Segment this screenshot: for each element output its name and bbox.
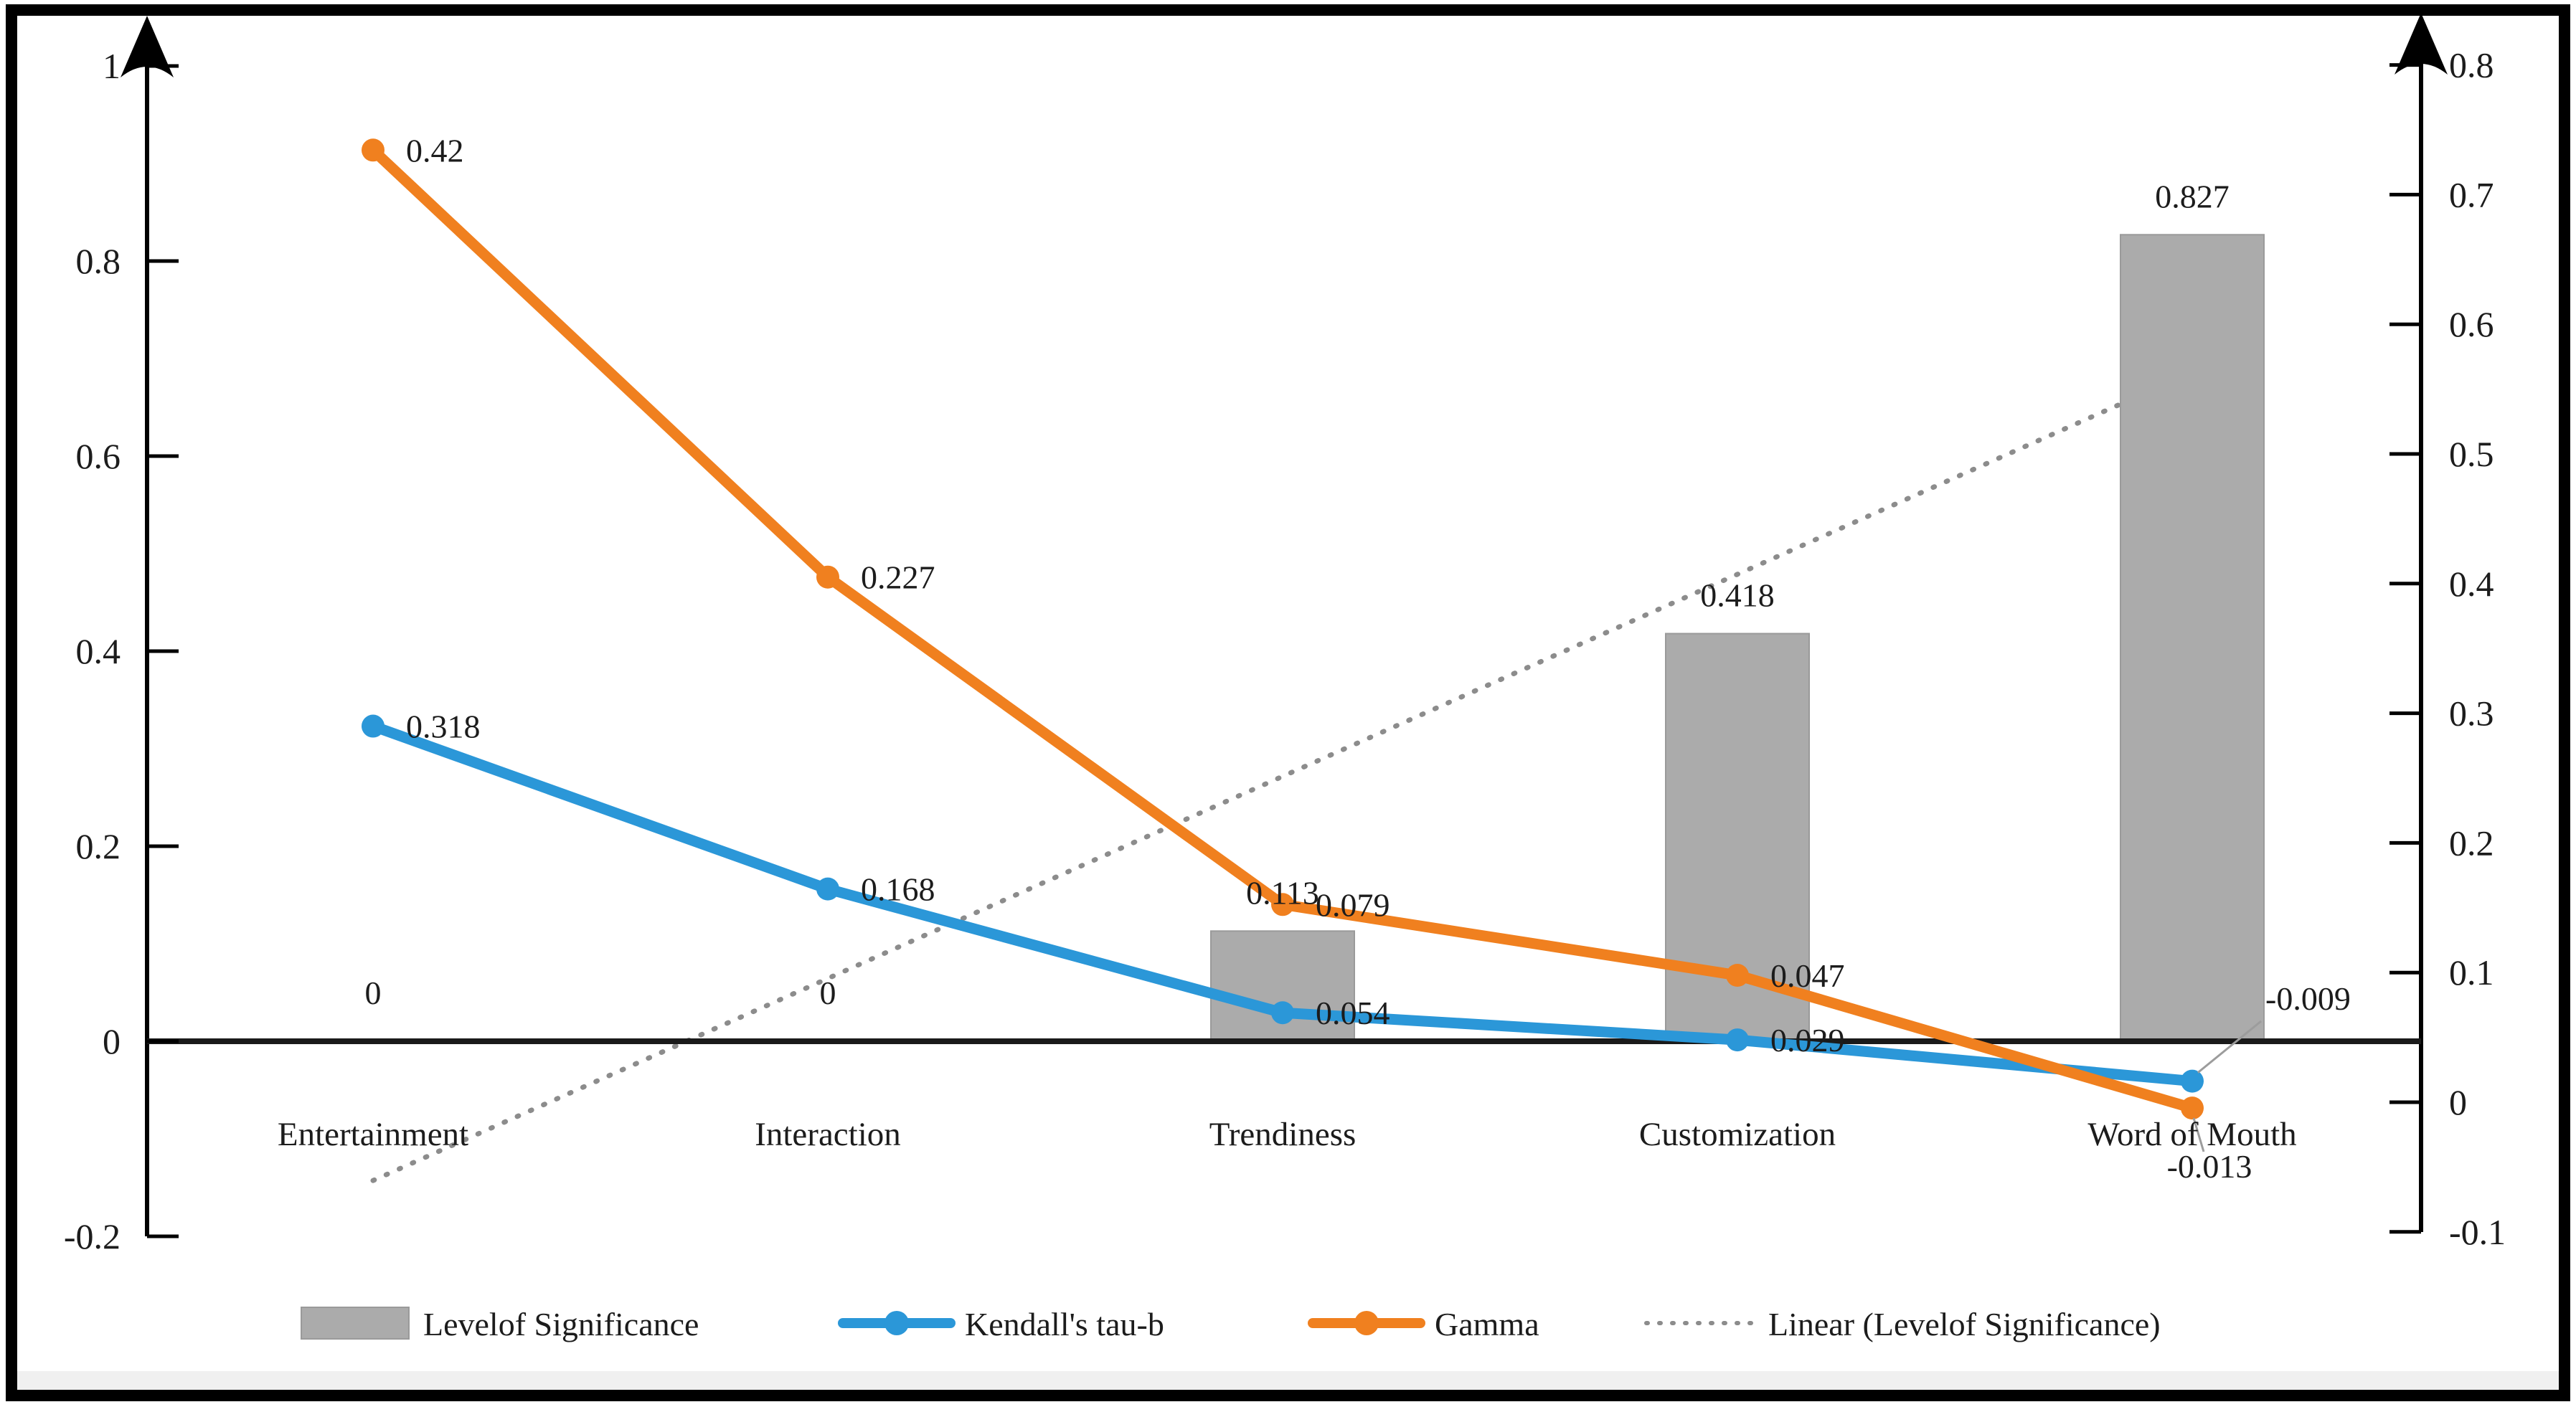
gamma-value-label: 0.079 [1316,886,1390,923]
gamma-point [1726,964,1749,987]
left-axis-tick-label: 1 [103,46,121,86]
category-label: Trendiness [1209,1116,1357,1153]
right-axis-tick-label: 0 [2449,1082,2467,1122]
kendall-point [362,714,384,738]
bars-layer [1210,234,2265,1042]
data-labels-layer: 0 0 0.113 0.418 0.827 0.318 0.168 0.054 0.029 -0.… [365,132,2351,1185]
gamma-point [2181,1096,2204,1120]
kendall-value-label: -0.009 [2265,980,2351,1017]
right-axis-tick-label: -0.1 [2449,1212,2506,1252]
kendall-value-label: 0.054 [1316,995,1390,1031]
series-lines-layer [362,138,2204,1120]
left-axis-arrow-icon [121,16,174,77]
legend-item-label: Linear (Levelof Significance) [1768,1306,2161,1342]
left-axis-tick-label: 0 [103,1021,121,1061]
category-label: Interaction [755,1116,901,1153]
right-axis-tick-label: 0.2 [2449,823,2494,863]
left-axis-tick-label: -0.2 [64,1216,121,1256]
category-label: Word of Mouth [2087,1116,2296,1153]
kendall-value-label: 0.318 [406,709,481,745]
right-axis-tick-label: 0.8 [2449,45,2494,85]
bar-value-label: 0 [365,975,382,1011]
axes-layer: 1 0.8 0.6 0.4 0.2 0 -0.2 0.8 0.7 0.6 0.5 0.4 0.3 0.2 0… [64,13,2506,1256]
gamma-value-label: 0.227 [861,559,935,596]
kendall-point [2181,1069,2204,1093]
legend-item-label: Kendall's tau-b [965,1306,1164,1342]
left-axis-tick-label: 0.6 [76,436,121,476]
right-axis-tick-label: 0.7 [2449,174,2494,214]
legend-marker-icon [1354,1311,1379,1335]
gamma-value-label: 0.42 [406,132,464,169]
left-axis-tick-label: 0.8 [76,241,121,281]
bottom-margin-strip [17,1371,2559,1390]
gamma-label-leader-line [2192,1117,2205,1152]
right-axis-arrow-icon [2395,13,2448,75]
category-axis-layer: Entertainment Interaction Trendiness Custom… [278,1116,2297,1153]
bar-value-label: 0.418 [1700,577,1775,614]
kendall-point [816,877,839,901]
bar-value-label: 0 [820,975,836,1011]
legend-marker-icon [884,1311,909,1335]
kendall-value-label: 0.168 [861,871,935,908]
right-axis-tick-label: 0.5 [2449,434,2494,474]
category-label: Customization [1639,1116,1836,1153]
left-axis-tick-label: 0.2 [76,826,121,866]
gamma-point [362,138,384,162]
legend-item-label: Gamma [1435,1306,1539,1342]
kendall-point [1726,1028,1749,1052]
right-axis-tick-label: 0.3 [2449,693,2494,734]
gamma-point [816,565,839,589]
right-axis-tick-label: 0.6 [2449,304,2494,344]
gamma-value-label: 0.047 [1770,957,1845,994]
gamma-value-label: -0.013 [2167,1148,2252,1185]
legend-bar-swatch-icon [301,1307,410,1340]
right-axis-tick-label: 0.1 [2449,952,2494,993]
trendline-layer [370,369,2195,1183]
left-axis-tick-label: 0.4 [76,631,121,671]
bar-value-label: 0.827 [2155,178,2230,214]
kendall-label-leader-line [2197,1020,2262,1074]
gamma-point [1271,893,1294,916]
kendall-point [1271,1001,1294,1025]
right-axis-tick-label: 0.4 [2449,564,2494,604]
legend-layer: Levelof Significance Kendall's tau-b Gamma… [301,1306,2161,1342]
bar-value-label: 0.113 [1246,874,1319,911]
kendall-value-label: 0.029 [1770,1022,1845,1058]
trendline-dotted [370,369,2195,1183]
category-label: Entertainment [278,1116,468,1153]
legend-item-label: Levelof Significance [423,1306,699,1342]
bar [2120,234,2265,1042]
